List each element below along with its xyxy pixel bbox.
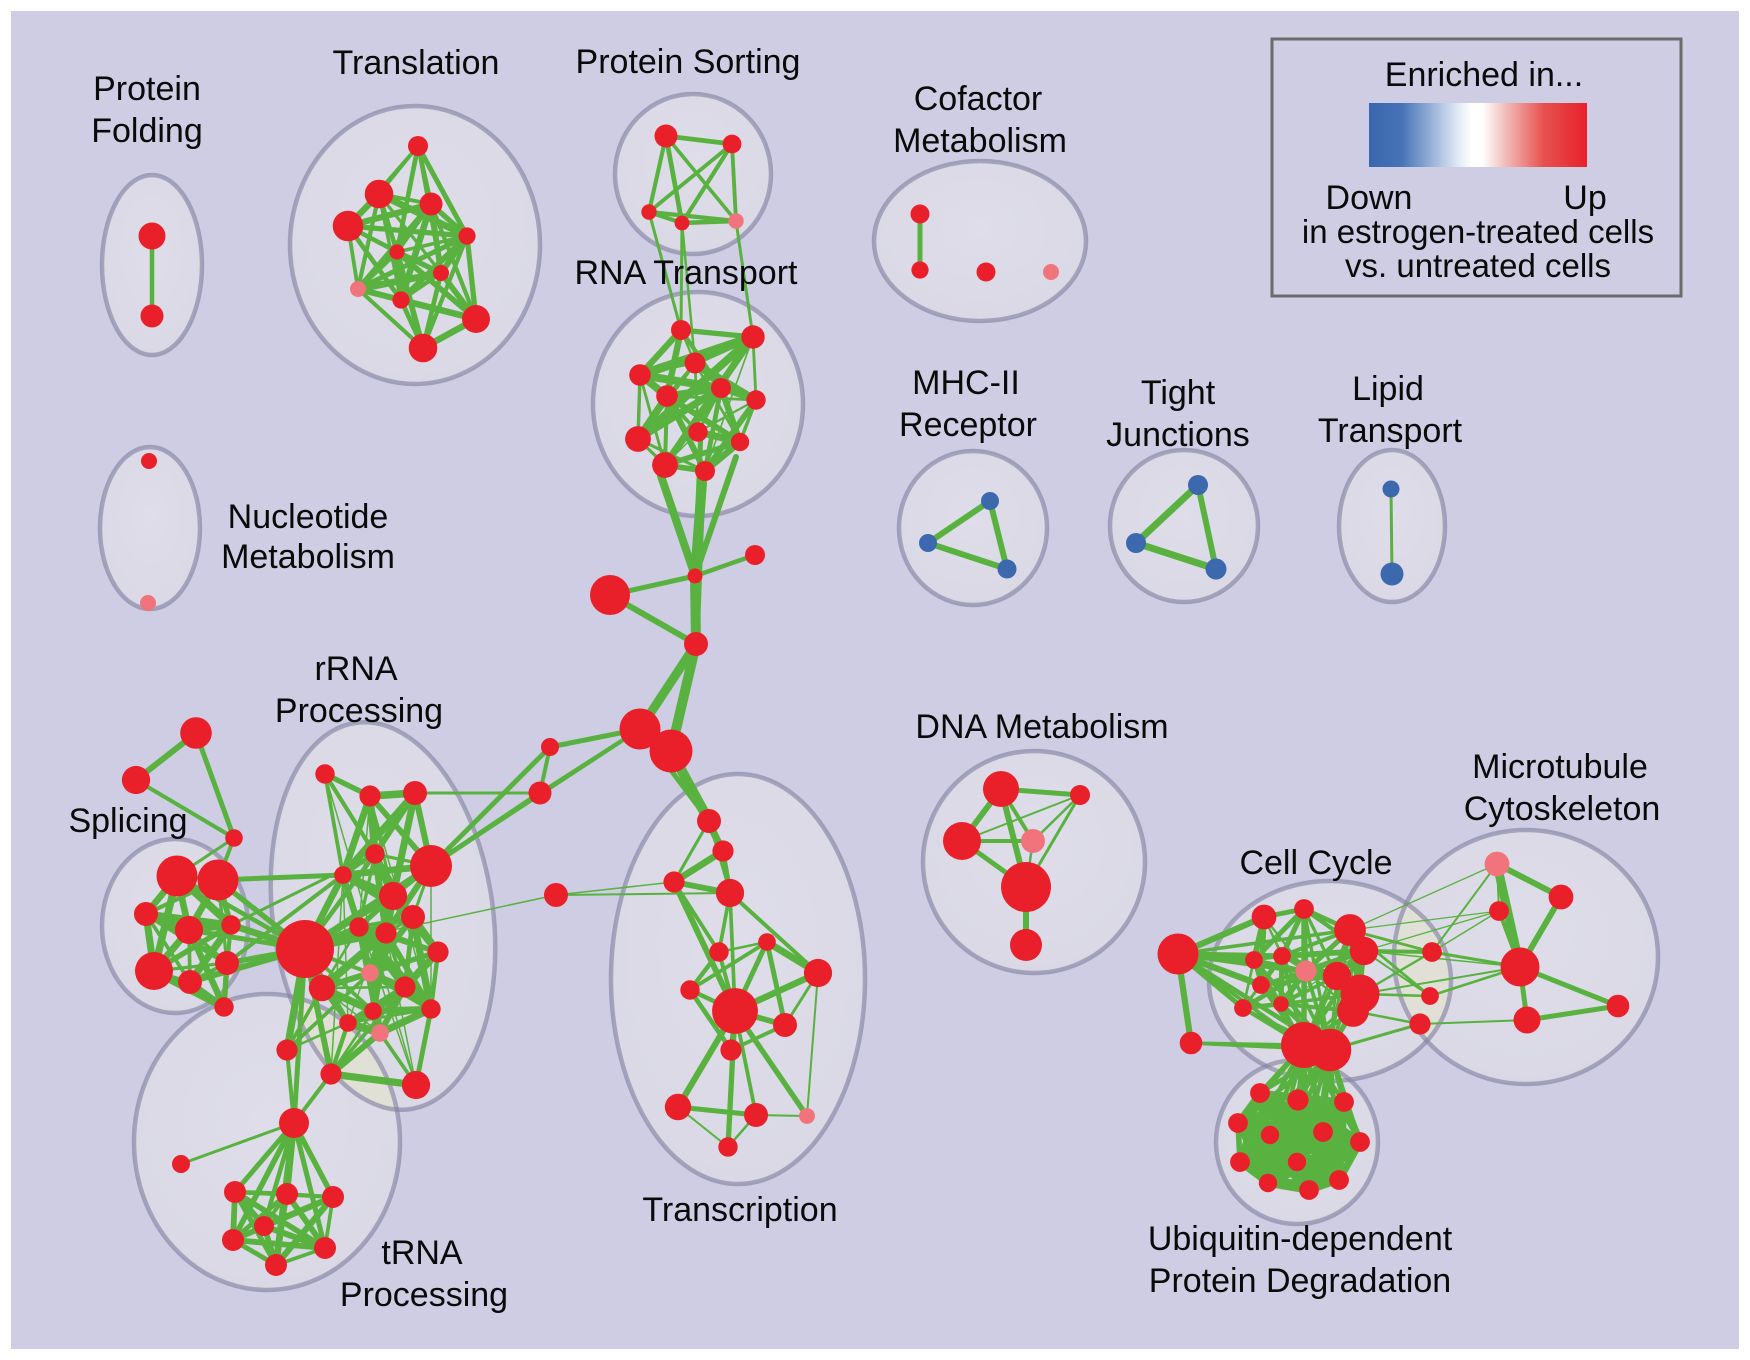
svg-text:Receptor: Receptor xyxy=(899,406,1037,444)
svg-text:Cofactor: Cofactor xyxy=(914,80,1043,118)
svg-text:Folding: Folding xyxy=(91,112,203,150)
svg-text:Ubiquitin-dependent: Ubiquitin-dependent xyxy=(1148,1220,1453,1258)
svg-text:Protein: Protein xyxy=(93,70,201,108)
svg-text:Nucleotide: Nucleotide xyxy=(228,498,389,536)
svg-text:Tight: Tight xyxy=(1141,374,1216,412)
svg-text:in estrogen-treated cells: in estrogen-treated cells xyxy=(1302,213,1654,250)
svg-text:RNA Transport: RNA Transport xyxy=(575,254,799,292)
svg-text:Microtubule: Microtubule xyxy=(1472,748,1648,786)
svg-text:Down: Down xyxy=(1326,179,1413,217)
svg-text:Processing: Processing xyxy=(340,1276,508,1314)
svg-text:Processing: Processing xyxy=(275,692,443,730)
svg-text:Transport: Transport xyxy=(1318,412,1463,450)
svg-text:tRNA: tRNA xyxy=(381,1234,463,1272)
svg-text:Translation: Translation xyxy=(333,44,500,82)
svg-text:Protein Degradation: Protein Degradation xyxy=(1149,1262,1451,1300)
svg-text:MHC-II: MHC-II xyxy=(912,364,1020,402)
svg-text:Up: Up xyxy=(1563,179,1606,217)
svg-text:Lipid: Lipid xyxy=(1352,370,1424,408)
svg-text:Enriched in...: Enriched in... xyxy=(1385,56,1583,94)
svg-text:Junctions: Junctions xyxy=(1106,416,1250,454)
svg-text:Cytoskeleton: Cytoskeleton xyxy=(1464,790,1661,828)
svg-text:rRNA: rRNA xyxy=(314,650,397,688)
svg-text:Protein Sorting: Protein Sorting xyxy=(576,43,801,81)
svg-text:Splicing: Splicing xyxy=(68,802,187,840)
svg-text:Metabolism: Metabolism xyxy=(893,122,1067,160)
svg-text:Cell Cycle: Cell Cycle xyxy=(1239,844,1392,882)
svg-text:DNA Metabolism: DNA Metabolism xyxy=(915,708,1168,746)
svg-text:Metabolism: Metabolism xyxy=(221,538,395,576)
svg-text:Transcription: Transcription xyxy=(642,1191,837,1229)
svg-text:vs. untreated cells: vs. untreated cells xyxy=(1345,247,1611,284)
